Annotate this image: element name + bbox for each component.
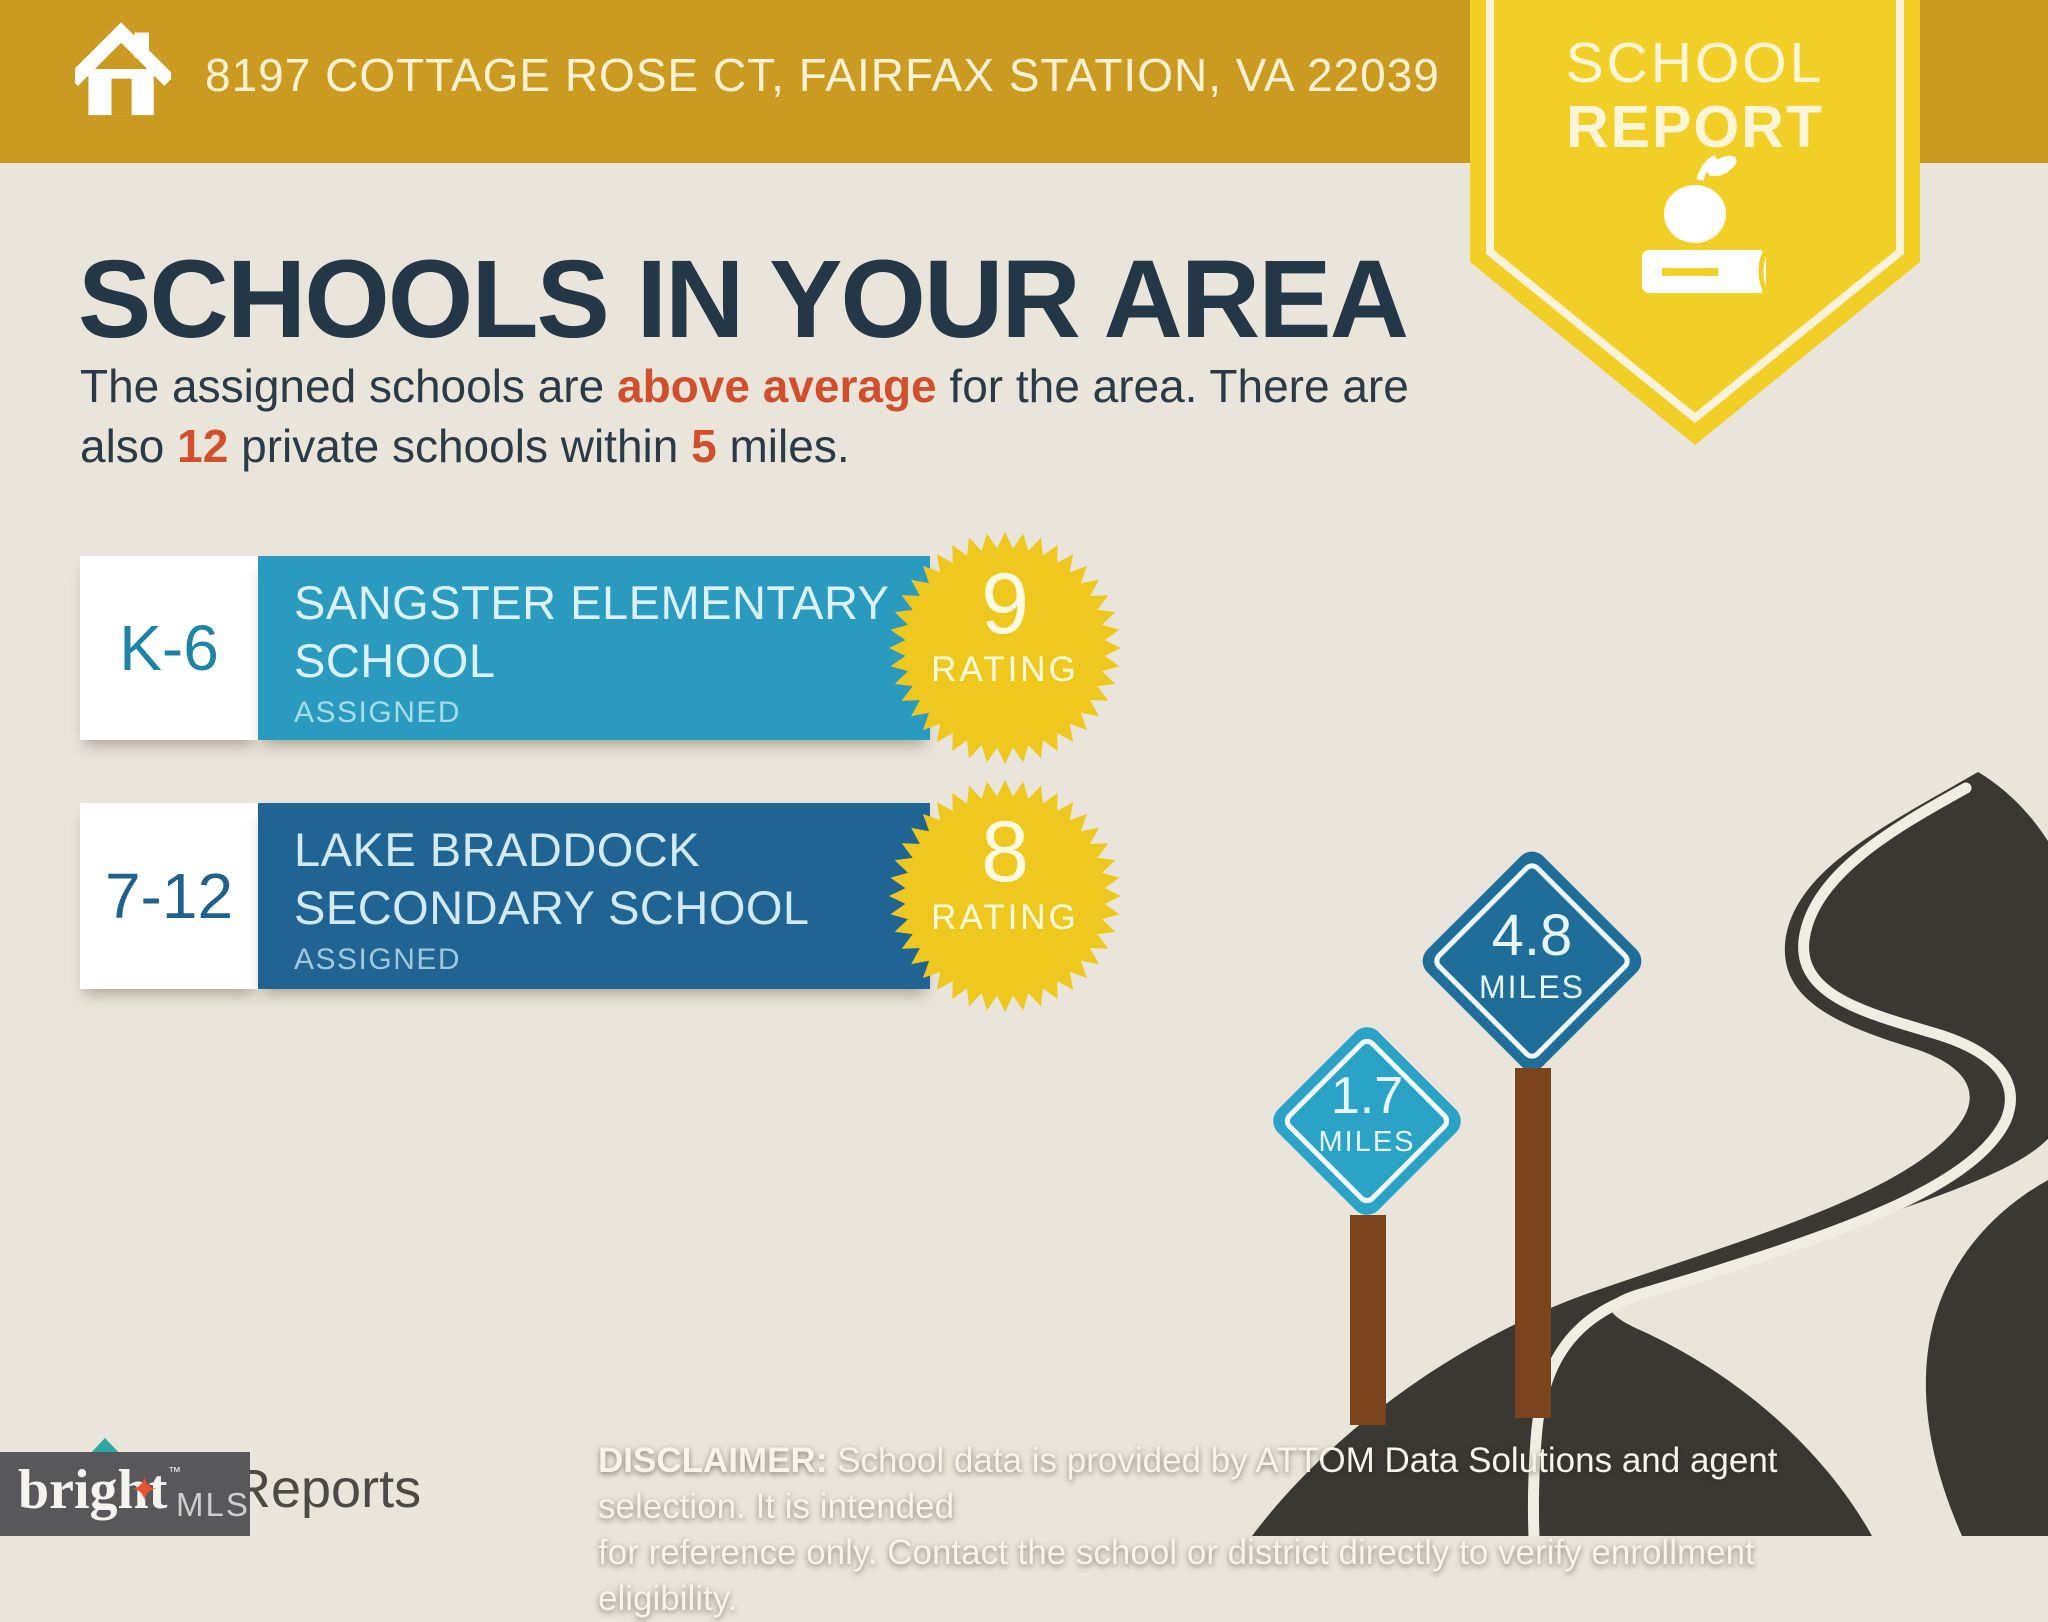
- school-name-bar: LAKE BRADDOCK SECONDARY SCHOOL ASSIGNED: [258, 803, 930, 989]
- sign-post: [1515, 1068, 1551, 1418]
- road-corner-bend: [1925, 1180, 2048, 1536]
- property-address: 8197 COTTAGE ROSE CT, FAIRFAX STATION, V…: [205, 49, 1440, 101]
- rating-value-block: 8 RATING: [887, 778, 1123, 938]
- rating-value-block: 9 RATING: [887, 530, 1123, 690]
- distance-sign-text: 1.7 MILES: [1247, 1066, 1487, 1159]
- rating-starburst: 9 RATING: [887, 530, 1123, 766]
- bright-mls-wordmark: bright: [18, 1459, 168, 1521]
- school-report-badge: [1470, 0, 1920, 445]
- distance-unit: MILES: [1318, 1126, 1416, 1158]
- disclaimer-line2: for reference only. Contact the school o…: [598, 1533, 1755, 1618]
- distance-sign-text: 4.8 MILES: [1412, 903, 1652, 1006]
- mls-label: MLS: [176, 1486, 250, 1523]
- grade-range-box: K-6: [80, 556, 258, 740]
- subtitle-line1: The assigned schools are above average f…: [80, 360, 1409, 412]
- distance-unit: MILES: [1478, 969, 1586, 1005]
- subtitle-line2: also 12 private schools within 5 miles.: [80, 420, 850, 472]
- disclaimer-text: DISCLAIMER: School data is provided by A…: [598, 1438, 1798, 1622]
- assignment-status: ASSIGNED: [294, 696, 462, 729]
- starburst-icon: [888, 531, 1122, 765]
- badge-line2: REPORT: [1566, 94, 1824, 160]
- rating-value: 8: [981, 804, 1029, 900]
- badge-line1: SCHOOL: [1565, 31, 1825, 95]
- disclaimer-line1: DISCLAIMER: School data is provided by A…: [598, 1441, 1778, 1526]
- trademark-symbol: ™: [168, 1464, 181, 1479]
- page-subtitle: The assigned schools are above average f…: [80, 356, 1409, 476]
- house-icon: [75, 22, 171, 116]
- rating-starburst: 8 RATING: [887, 778, 1123, 1014]
- partner-logo-text: Reports: [232, 1459, 422, 1519]
- bright-mls-logo-box: [0, 1452, 250, 1536]
- road-surface: [1252, 772, 2048, 1536]
- star-icon: ✦: [130, 1471, 159, 1509]
- rating-label: RATING: [931, 650, 1079, 689]
- rating-label: RATING: [931, 898, 1079, 937]
- sign-post: [1350, 1215, 1386, 1425]
- distance-value: 4.8: [1491, 903, 1573, 968]
- book-icon: [1642, 248, 1769, 295]
- grade-range-box: 7-12: [80, 803, 258, 989]
- school-name: LAKE BRADDOCK SECONDARY SCHOOL: [294, 823, 810, 934]
- school-name-bar: SANGSTER ELEMENTARY SCHOOL ASSIGNED: [258, 556, 930, 740]
- school-name: SANGSTER ELEMENTARY SCHOOL: [294, 576, 890, 687]
- assignment-status: ASSIGNED: [294, 943, 462, 976]
- page-title: SCHOOLS IN YOUR AREA: [78, 238, 1409, 361]
- apple-icon: [1664, 154, 1737, 243]
- starburst-icon: [888, 779, 1122, 1013]
- rating-value: 9: [981, 556, 1029, 652]
- distance-value: 1.7: [1330, 1067, 1404, 1125]
- house-roof-icon: [88, 1438, 122, 1456]
